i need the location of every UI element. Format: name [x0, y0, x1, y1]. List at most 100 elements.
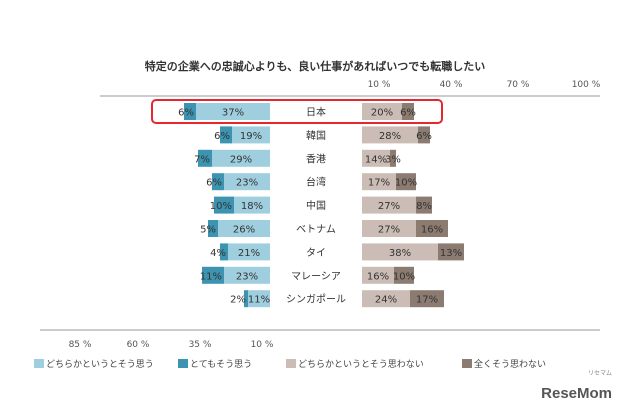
bar-somewhat-disagree — [362, 220, 416, 237]
label-somewhat-disagree: 16% — [367, 271, 389, 282]
label-somewhat-agree: 19% — [240, 131, 262, 142]
legend-swatch — [178, 359, 188, 368]
axes: 10 % 40 % 70 % 100 % 85 % 60 % 35 % 10 % — [40, 80, 601, 350]
watermark: ReseMom リセマム — [541, 370, 612, 402]
bar-somewhat-agree — [196, 103, 270, 120]
bar-strongly-agree — [184, 103, 196, 120]
label-strongly-agree: 2% — [230, 295, 246, 306]
bar-strongly-disagree — [390, 149, 396, 167]
bar-somewhat-disagree — [362, 266, 394, 284]
bar-strongly-agree — [198, 149, 212, 167]
label-somewhat-disagree: 24% — [375, 295, 397, 306]
bar-strongly-agree — [244, 290, 248, 308]
label-strongly-disagree: 6% — [400, 108, 416, 119]
label-strongly-disagree: 8% — [416, 201, 432, 212]
legend-label: どちらかというとそう思わない — [298, 359, 424, 370]
label-somewhat-disagree: 28% — [379, 131, 401, 142]
bar-strongly-disagree — [396, 173, 416, 191]
label-somewhat-disagree: 17% — [368, 178, 390, 189]
left-axis-tick: 60 % — [127, 340, 150, 350]
label-strongly-disagree: 17% — [416, 295, 438, 306]
bar-somewhat-agree — [232, 126, 270, 144]
legend-swatch — [462, 359, 472, 368]
bar-strongly-disagree — [416, 220, 448, 237]
bar-strongly-disagree — [402, 103, 414, 120]
label-strongly-agree: 11% — [200, 271, 222, 282]
bar-somewhat-disagree — [362, 196, 416, 214]
category-label: タイ — [306, 247, 326, 259]
category-label: マレーシア — [291, 271, 341, 282]
label-strongly-agree: 4% — [210, 248, 226, 259]
bar-strongly-disagree — [418, 126, 430, 144]
bar-strongly-agree — [202, 266, 224, 284]
label-somewhat-disagree: 14% — [365, 154, 387, 165]
label-somewhat-agree: 26% — [233, 225, 255, 236]
chart-title: 特定の企業への忠誠心よりも、良い仕事があればいつでも転職したい — [145, 59, 485, 73]
label-strongly-disagree: 3% — [385, 154, 401, 165]
bar-strongly-disagree — [438, 243, 464, 261]
bar-somewhat-disagree — [362, 126, 418, 144]
legend-label: 全くそう思わない — [474, 358, 546, 370]
left-axis-tick: 85 % — [69, 340, 92, 350]
right-axis-tick: 40 % — [440, 80, 463, 90]
bar-somewhat-disagree — [362, 290, 410, 308]
legend-swatch — [286, 359, 296, 368]
data-labels: 37% 6% 20% 6% 19% 6% 28% 6% 29% 7% 14%3% 23% 6% 17% 10… — [178, 108, 462, 306]
watermark-sub: リセマム — [588, 370, 612, 377]
bar-somewhat-agree — [228, 243, 270, 261]
label-strongly-agree: 5% — [200, 225, 216, 236]
label-strongly-agree: 6% — [206, 178, 222, 189]
bar-somewhat-agree — [248, 290, 270, 308]
label-somewhat-agree: 21% — [238, 248, 260, 259]
label-strongly-agree: 10% — [210, 201, 232, 212]
category-label: シンガポール — [286, 294, 346, 306]
bar-strongly-agree — [220, 243, 228, 261]
bar-somewhat-agree — [224, 266, 270, 284]
bar-somewhat-disagree — [362, 173, 396, 191]
label-strongly-agree: 7% — [194, 154, 210, 165]
label-strongly-disagree: 13% — [440, 248, 462, 259]
label-strongly-disagree: 16% — [421, 225, 443, 236]
label-strongly-disagree: 6% — [416, 131, 432, 142]
category-label: 香港 — [306, 153, 326, 165]
bar-somewhat-disagree — [362, 149, 390, 167]
label-strongly-disagree: 10% — [395, 178, 417, 189]
legend-label: とてもそう思う — [190, 359, 252, 370]
legend-swatch — [34, 359, 44, 368]
bar-strongly-disagree — [394, 266, 414, 284]
left-axis-tick: 35 % — [189, 340, 212, 350]
bar-strongly-agree — [214, 196, 234, 214]
label-somewhat-agree: 37% — [222, 108, 244, 119]
highlight-box — [151, 99, 443, 124]
bar-strongly-disagree — [416, 196, 432, 214]
left-axis-tick: 10 % — [251, 340, 274, 350]
bar-strongly-disagree — [410, 290, 444, 308]
label-somewhat-disagree: 20% — [371, 108, 393, 119]
bar-strongly-agree — [212, 173, 224, 191]
label-somewhat-disagree: 27% — [378, 225, 400, 236]
bar-somewhat-disagree — [362, 103, 402, 120]
category-label: 日本 — [306, 106, 326, 119]
bar-somewhat-disagree — [362, 243, 438, 261]
bar-strongly-agree — [208, 220, 218, 237]
label-somewhat-agree: 23% — [236, 271, 258, 282]
right-axis-tick: 10 % — [368, 80, 391, 90]
label-somewhat-disagree: 27% — [378, 201, 400, 212]
legend-label: どちらかというとそう思う — [46, 359, 154, 370]
bar-somewhat-agree — [224, 173, 270, 191]
label-somewhat-disagree: 38% — [389, 248, 411, 259]
right-axis-tick: 70 % — [507, 80, 530, 90]
category-label: 韓国 — [306, 130, 326, 142]
watermark-logo: ReseMom — [541, 385, 612, 402]
right-axis-tick: 100 % — [572, 80, 601, 90]
label-somewhat-agree: 11% — [248, 295, 270, 306]
label-strongly-agree: 6% — [178, 108, 194, 119]
bars — [151, 99, 464, 308]
label-somewhat-agree: 18% — [241, 201, 263, 212]
category-label: 台湾 — [306, 176, 326, 189]
legend: どちらかというとそう思う とてもそう思う どちらかというとそう思わない 全くそう思わな… — [34, 358, 546, 370]
bar-somewhat-agree — [212, 149, 270, 167]
bar-strongly-agree — [220, 126, 232, 144]
